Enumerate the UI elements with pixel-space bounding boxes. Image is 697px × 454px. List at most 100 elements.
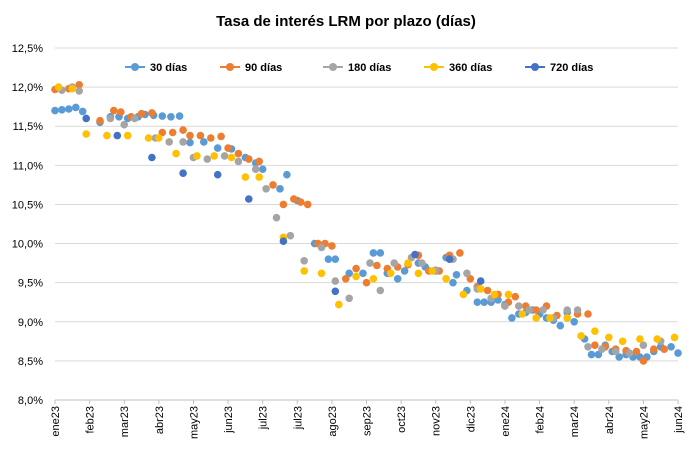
data-point (667, 343, 675, 351)
data-point (110, 106, 118, 115)
data-point (290, 195, 298, 203)
data-point (546, 314, 554, 322)
data-point (494, 296, 502, 304)
x-tick-label: jun23 (223, 406, 235, 434)
data-point (518, 310, 527, 318)
data-point (587, 350, 596, 359)
data-point (234, 149, 243, 158)
data-point (75, 81, 83, 89)
data-point (508, 314, 516, 322)
data-point (96, 116, 104, 125)
data-point (615, 353, 623, 361)
data-point (300, 267, 309, 275)
legend-marker (329, 63, 337, 71)
x-tick-label: oct23 (396, 406, 408, 433)
data-point (670, 333, 679, 342)
data-point (155, 134, 163, 142)
data-point (213, 144, 222, 152)
data-point (490, 290, 499, 299)
data-point (463, 269, 471, 278)
legend-label: 30 días (150, 62, 187, 74)
legend-label: 90 días (245, 62, 282, 74)
data-point (605, 333, 613, 342)
data-point (283, 170, 291, 179)
data-point (300, 257, 309, 265)
data-point (58, 106, 66, 114)
chart-legend: 30 días 90 días 180 días 360 días 720 días (125, 62, 593, 74)
data-point (369, 249, 378, 257)
data-point (376, 286, 385, 295)
legend-marker (531, 63, 539, 71)
data-point (584, 310, 592, 318)
data-point (577, 332, 585, 340)
data-point (459, 290, 468, 299)
legend-label: 180 días (348, 62, 391, 74)
data-point (660, 345, 668, 354)
legend-marker (226, 63, 234, 71)
data-point (414, 269, 423, 278)
data-point (511, 292, 520, 301)
data-point (591, 341, 599, 350)
data-point (241, 173, 250, 181)
legend-label: 360 días (449, 62, 492, 74)
data-point (532, 306, 540, 314)
data-point (501, 302, 509, 310)
data-point (504, 290, 513, 299)
data-point (331, 277, 340, 285)
data-point (515, 302, 523, 310)
series-180-días (58, 83, 665, 357)
data-point (366, 259, 374, 267)
data-point (563, 306, 571, 314)
data-point (258, 165, 267, 173)
data-point (466, 275, 475, 283)
data-point (234, 157, 243, 166)
data-point (539, 306, 547, 314)
data-point (476, 285, 485, 293)
x-axis: ene23 feb23 mar23 abr23 may23 jun23 jul23 jul23… (50, 399, 685, 439)
data-point (168, 128, 177, 137)
y-tick-label: 12,5% (12, 43, 43, 55)
x-tick-label: jun24 (673, 406, 685, 434)
data-point (362, 278, 371, 287)
x-tick-label: mar24 (569, 406, 581, 437)
data-point (639, 341, 648, 350)
x-tick-label: sep23 (362, 406, 374, 436)
data-point (317, 243, 326, 252)
data-point (331, 287, 340, 296)
data-point (251, 165, 260, 173)
data-point (245, 155, 253, 163)
data-point (120, 120, 128, 129)
data-point (296, 198, 305, 206)
data-point (175, 112, 184, 120)
data-point (345, 294, 354, 303)
data-point (286, 231, 295, 240)
data-point (473, 298, 482, 307)
x-tick-label: feb24 (535, 406, 547, 434)
data-point (179, 126, 187, 134)
data-point (532, 314, 540, 322)
x-tick-label: feb23 (85, 406, 97, 434)
data-point (196, 131, 205, 140)
data-point (203, 155, 212, 163)
y-tick-label: 12,0% (12, 82, 43, 94)
data-point (179, 169, 187, 177)
data-point (179, 138, 187, 146)
data-point (404, 259, 412, 267)
x-tick-label: ene24 (500, 406, 512, 437)
data-point (167, 113, 175, 121)
x-tick-label: ago23 (327, 406, 339, 437)
data-point (525, 306, 533, 314)
data-point (345, 269, 354, 278)
data-point (611, 347, 620, 356)
data-point (650, 345, 658, 354)
data-point (210, 152, 218, 160)
data-point (54, 83, 63, 91)
data-point (276, 185, 284, 193)
data-point (341, 275, 350, 283)
data-point (352, 264, 360, 273)
y-tick-label: 9,5% (18, 278, 43, 290)
data-point (130, 114, 139, 123)
x-tick-label: may24 (638, 406, 650, 439)
data-point (78, 107, 87, 116)
